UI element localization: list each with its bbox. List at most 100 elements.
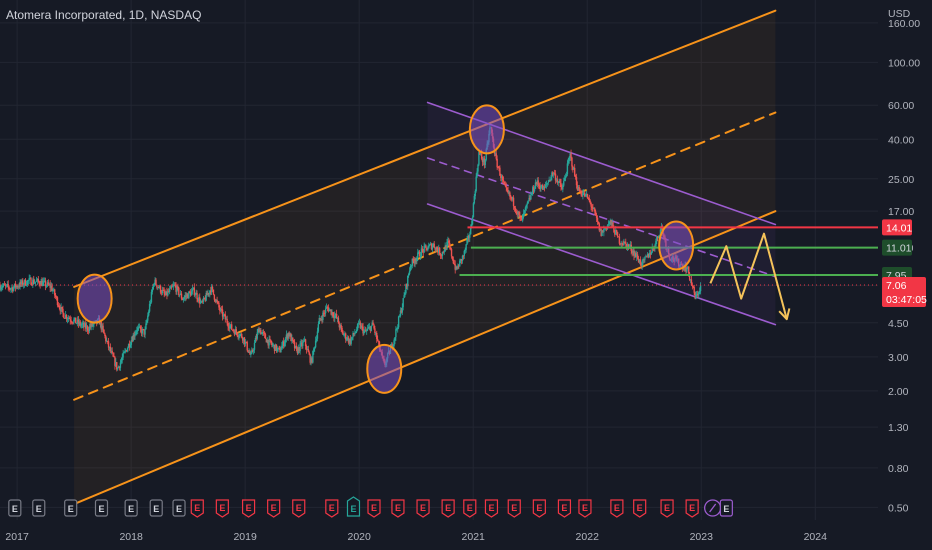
y-tick-label: 3.00 [888, 352, 909, 364]
earnings-marker[interactable] [704, 499, 722, 517]
candle-body [377, 340, 380, 342]
earnings-marker[interactable]: E [149, 499, 163, 517]
earnings-icon-letter: E [664, 503, 670, 513]
x-tick-label: 2021 [462, 531, 486, 543]
y-tick-label: 100.00 [888, 57, 920, 69]
candle-body [163, 290, 165, 294]
candle-body [417, 252, 419, 258]
earnings-marker[interactable]: E [610, 499, 624, 518]
candle-body [17, 286, 19, 288]
candle-body [127, 343, 130, 348]
candle-body [66, 318, 69, 320]
candle-body [201, 301, 204, 302]
earnings-box-icon [94, 499, 109, 517]
candle-body [326, 307, 329, 308]
earnings-marker[interactable]: E [172, 499, 186, 517]
earnings-marker[interactable]: E [633, 499, 647, 518]
earnings-marker[interactable]: E [8, 499, 22, 517]
earnings-marker[interactable]: E [463, 499, 477, 518]
earnings-marker[interactable]: E [685, 499, 699, 518]
earnings-shield-icon [557, 499, 572, 518]
candle-body [626, 244, 629, 249]
orange-channel-lower [73, 210, 777, 506]
candle-body [473, 196, 476, 204]
candle-body [287, 332, 289, 339]
candle-body [18, 286, 20, 288]
earnings-marker[interactable]: E [215, 499, 229, 518]
forecast-arrowhead [778, 308, 791, 321]
earnings-marker[interactable]: E [94, 499, 109, 517]
candle-body [517, 211, 519, 215]
candle-body [208, 293, 210, 294]
earnings-marker[interactable]: E [267, 499, 281, 518]
candle-body [631, 250, 633, 253]
earnings-marker[interactable]: E [578, 499, 592, 518]
candle-body [650, 252, 653, 255]
earnings-marker[interactable]: E [416, 499, 430, 518]
earnings-marker[interactable]: E [190, 499, 204, 518]
candle-body [283, 342, 286, 347]
candle-body [288, 332, 290, 337]
candle-body [363, 330, 365, 334]
earnings-shield-icon [267, 499, 281, 518]
candle-body [329, 309, 331, 311]
candle-body [293, 340, 295, 343]
candle-body [45, 285, 48, 287]
candle-body [416, 257, 418, 261]
candle-body [594, 208, 596, 212]
candle-body [200, 301, 203, 302]
earnings-marker[interactable]: E [367, 499, 381, 518]
candle-body [430, 243, 433, 250]
candle-body [122, 352, 124, 358]
candle-body [12, 287, 15, 291]
earnings-marker[interactable]: E [532, 499, 546, 518]
candle-body [168, 288, 171, 292]
earnings-marker[interactable]: E [660, 499, 674, 518]
earnings-marker[interactable]: E [484, 499, 499, 518]
earnings-marker[interactable]: E [241, 499, 256, 518]
earnings-marker[interactable]: E [507, 499, 521, 518]
candle-body [436, 247, 438, 250]
earnings-icon-letter: E [98, 504, 104, 514]
candle-body [614, 232, 616, 235]
candle-body [281, 345, 283, 350]
candle-body [347, 337, 350, 343]
earnings-marker[interactable]: E [64, 499, 78, 517]
earnings-marker[interactable]: E [391, 499, 405, 518]
earnings-marker[interactable]: E [557, 499, 572, 518]
y-tick-label: 40.00 [888, 134, 914, 146]
earnings-marker[interactable]: E [32, 499, 46, 517]
earnings-shield-icon [215, 499, 229, 518]
candle-body [284, 338, 287, 343]
candle-body [5, 284, 8, 286]
earnings-marker[interactable]: E [325, 499, 339, 518]
candle-body [657, 235, 660, 239]
candle-body [72, 322, 74, 324]
candle-body [298, 347, 300, 352]
candle-body [21, 280, 23, 285]
candle-body [85, 323, 87, 329]
candle-body [82, 322, 84, 325]
candle-body [241, 333, 243, 338]
candle-body [426, 247, 428, 251]
earnings-marker[interactable]: E [124, 499, 138, 517]
earnings-marker[interactable]: E [292, 499, 306, 518]
earnings-marker[interactable]: E [441, 499, 455, 518]
candle-body [91, 323, 93, 327]
earnings-marker[interactable]: E [719, 499, 733, 517]
candle-body [359, 322, 362, 329]
earnings-icon-letter: E [176, 504, 182, 514]
candle-body [204, 298, 206, 301]
candle-body [253, 342, 256, 350]
candle-body [627, 244, 630, 247]
candle-body [32, 279, 34, 286]
candle-body [438, 247, 440, 253]
candle-body [575, 176, 578, 186]
candle-body [113, 356, 115, 358]
x-tick-label: 2022 [576, 531, 600, 543]
earnings-shield-icon [685, 499, 699, 518]
earnings-marker[interactable]: E [346, 496, 361, 517]
candle-body [409, 265, 412, 271]
candle-body [2, 284, 5, 286]
